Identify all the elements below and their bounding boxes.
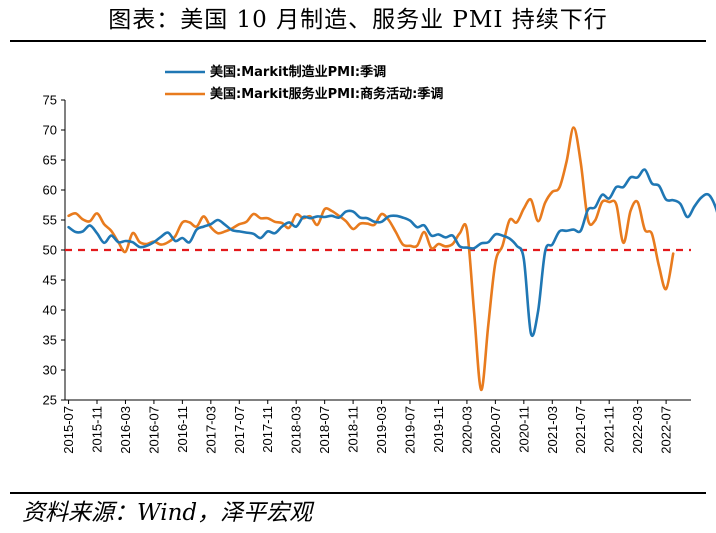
series-group xyxy=(67,126,716,392)
x-tick-label: 2018-03 xyxy=(289,406,304,454)
x-tick-label: 2017-11 xyxy=(260,406,275,453)
manufacturing-pmi-line xyxy=(67,168,716,337)
y-axis: 25 30 35 40 45 50 55 60 65 70 75 xyxy=(43,93,66,408)
top-rule xyxy=(10,40,706,42)
x-tick-label: 2020-07 xyxy=(488,406,503,454)
services-pmi-line xyxy=(67,126,675,392)
y-tick-label: 50 xyxy=(43,243,57,258)
legend: 美国:Markit制造业PMI:季调美国:Markit服务业PMI:商务活动:季… xyxy=(165,64,443,102)
x-tick-label: 2019-03 xyxy=(374,406,389,454)
x-tick-label: 2017-03 xyxy=(203,406,218,454)
y-tick-label: 45 xyxy=(43,273,57,288)
chart-title: 图表：美国 10 月制造、服务业 PMI 持续下行 xyxy=(108,7,608,33)
x-tick-label: 2016-03 xyxy=(118,406,133,454)
x-tick-label: 2018-11 xyxy=(346,406,361,453)
legend-label-manufacturing: 美国:Markit制造业PMI:季调 xyxy=(210,64,386,80)
y-tick-label: 70 xyxy=(43,123,57,138)
x-tick-label: 2018-07 xyxy=(317,406,332,454)
x-tick-label: 2021-07 xyxy=(573,406,588,454)
x-tick-label: 2022-03 xyxy=(630,406,645,454)
x-tick-label: 2017-07 xyxy=(232,406,247,454)
y-tick-label: 40 xyxy=(43,303,57,318)
x-tick-label: 2019-11 xyxy=(431,406,446,453)
y-tick-label: 25 xyxy=(43,393,57,408)
x-tick-label: 2020-03 xyxy=(459,406,474,454)
legend-label-services: 美国:Markit服务业PMI:商务活动:季调 xyxy=(210,86,443,102)
x-tick-label: 2015-11 xyxy=(90,406,105,453)
y-tick-label: 55 xyxy=(43,213,57,228)
x-tick-label: 2016-11 xyxy=(175,406,190,453)
y-tick-label: 75 xyxy=(43,93,57,108)
x-tick-label: 2015-07 xyxy=(61,406,76,454)
x-axis: 2015-07 2015-11 2016-03 2016-07 2016-11 2017-… xyxy=(61,399,691,454)
x-tick-label: 2019-07 xyxy=(403,406,418,454)
x-tick-label: 2022-07 xyxy=(659,406,674,454)
source-note: 资料来源：Wind，泽平宏观 xyxy=(22,500,313,526)
x-tick-label: 2021-03 xyxy=(545,406,560,454)
x-tick-label: 2021-11 xyxy=(602,406,617,453)
y-tick-label: 35 xyxy=(43,333,57,348)
x-tick-label: 2016-07 xyxy=(146,406,161,454)
x-tick-label: 2020-11 xyxy=(516,406,531,453)
bottom-rule xyxy=(10,492,706,494)
y-tick-label: 30 xyxy=(43,363,57,378)
y-tick-label: 60 xyxy=(43,183,57,198)
y-tick-label: 65 xyxy=(43,153,57,168)
